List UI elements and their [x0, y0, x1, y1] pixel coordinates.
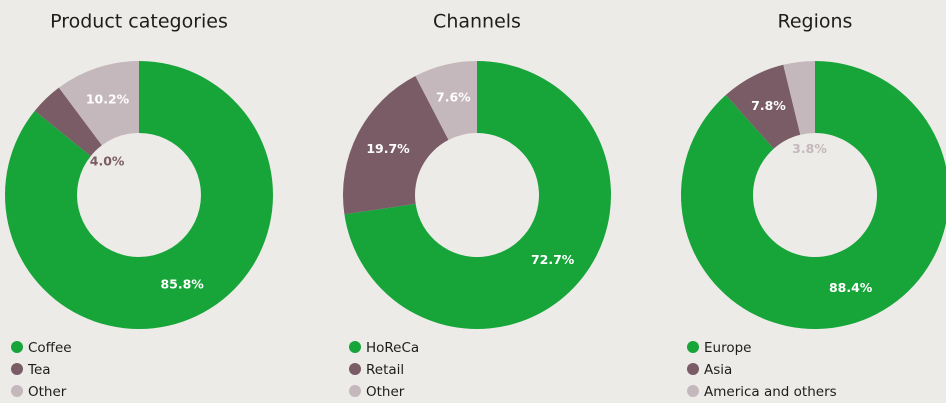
legend-swatch — [687, 385, 699, 397]
legend-swatch — [11, 363, 23, 375]
legend-label: HoReCa — [366, 340, 419, 356]
legend-label: Other — [366, 384, 405, 400]
value-label: 72.7% — [531, 252, 575, 267]
value-label: 7.8% — [751, 98, 786, 113]
legend-label: America and others — [704, 384, 837, 400]
slice — [4, 61, 273, 329]
legend-swatch — [11, 385, 23, 397]
slice — [725, 64, 801, 149]
legend-label: Retail — [366, 362, 404, 378]
legend-swatch — [687, 341, 699, 353]
legend-label: Coffee — [28, 340, 72, 356]
legend-swatch — [349, 385, 361, 397]
legend-swatch — [349, 341, 361, 353]
chart-title: Regions — [778, 11, 853, 33]
legend-label: Tea — [27, 362, 51, 378]
value-label: 10.2% — [86, 92, 130, 107]
slice — [34, 87, 102, 157]
value-label: 88.4% — [829, 280, 873, 295]
legend-swatch — [11, 341, 23, 353]
slice — [342, 75, 449, 215]
chart-title: Product categories — [50, 11, 228, 33]
chart-title: Channels — [433, 11, 521, 33]
slice — [58, 61, 139, 146]
legend-label: Europe — [704, 340, 751, 356]
legend-label: Other — [28, 384, 67, 400]
legend-label: Asia — [704, 362, 732, 378]
value-label: 85.8% — [160, 277, 204, 292]
slice — [681, 61, 946, 329]
value-label: 3.8% — [792, 141, 827, 156]
legend-swatch — [349, 363, 361, 375]
slice — [344, 61, 611, 329]
slice — [783, 61, 815, 135]
slice — [415, 61, 477, 140]
value-label: 7.6% — [436, 89, 471, 104]
value-label: 4.0% — [90, 153, 125, 168]
legend-swatch — [687, 363, 699, 375]
value-label: 19.7% — [366, 141, 410, 156]
